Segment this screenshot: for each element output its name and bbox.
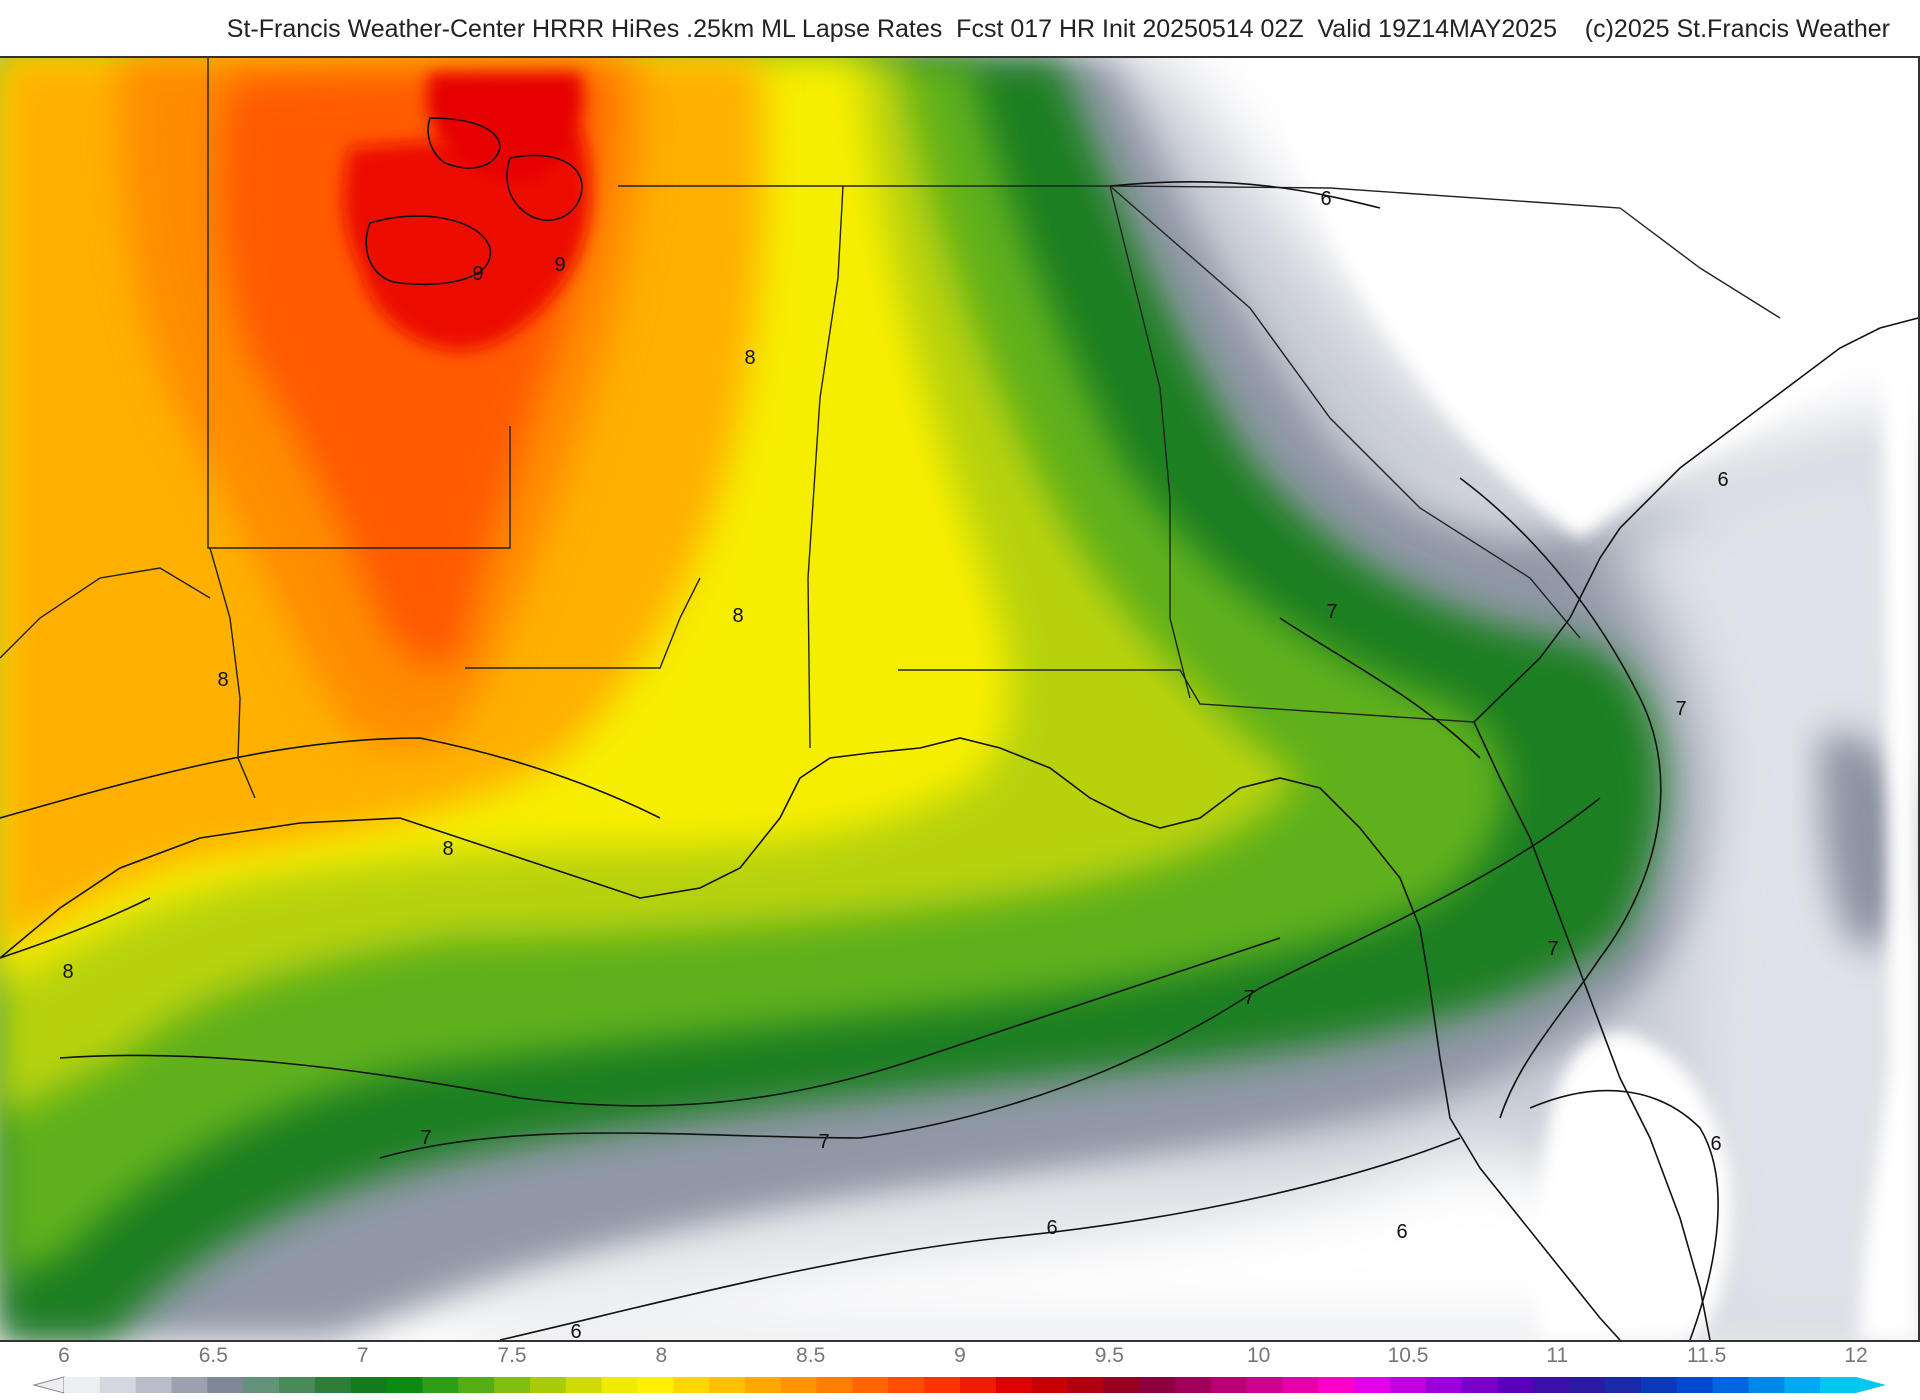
colorbar-swatch xyxy=(99,1377,137,1393)
colorbar-swatch xyxy=(350,1377,388,1393)
colorbar-swatch xyxy=(1031,1377,1069,1393)
colorbar-tick-label: 6.5 xyxy=(198,1344,228,1367)
colorbar-swatch xyxy=(386,1377,423,1393)
contour-lines xyxy=(0,117,1719,1340)
colorbar-swatch xyxy=(995,1377,1033,1393)
colorbar-swatch xyxy=(1318,1377,1355,1393)
contour-label: 8 xyxy=(217,669,228,691)
contour-label: 7 xyxy=(420,1127,431,1149)
colorbar-legend: 6 6.5 7 7.5 8 8.5 9 9.5 10 10.5 11 11.5 12 xyxy=(0,1342,1920,1400)
colorbar-swatch xyxy=(888,1377,925,1393)
colorbar-swatch xyxy=(1175,1377,1212,1393)
colorbar-swatch xyxy=(458,1377,495,1393)
coastline xyxy=(0,317,1918,1340)
contour-label: 6 xyxy=(1046,1217,1057,1239)
contour-label: 7 xyxy=(818,1131,829,1153)
colorbar-swatch xyxy=(1569,1377,1606,1393)
colorbar-swatch xyxy=(1605,1377,1642,1393)
colorbar-swatch xyxy=(744,1377,782,1393)
colorbar-swatch xyxy=(601,1377,639,1393)
colorbar-swatch xyxy=(64,1377,101,1393)
colorbar-tick-label: 9 xyxy=(954,1344,966,1367)
colorbar-swatch xyxy=(279,1377,316,1393)
colorbar-swatch xyxy=(852,1377,889,1393)
contour-label: 7 xyxy=(1326,601,1337,623)
colorbar-swatch xyxy=(1784,1377,1821,1393)
colorbar-swatch xyxy=(1533,1377,1570,1393)
contour-label: 6 xyxy=(1396,1221,1407,1243)
colorbar-swatch xyxy=(314,1377,352,1393)
colorbar-swatch xyxy=(422,1377,459,1393)
contour-label: 8 xyxy=(732,605,743,627)
colorbar-swatch xyxy=(1210,1377,1248,1393)
colorbar-tick-label: 7.5 xyxy=(497,1344,527,1367)
colorbar-swatch xyxy=(1067,1377,1104,1393)
colorbar-swatch xyxy=(709,1377,746,1393)
colorbar-swatch xyxy=(1748,1377,1785,1393)
contour-label-group: 9 9 8 8 8 8 8 7 7 7 7 7 7 6 6 6 6 6 6 xyxy=(62,188,1728,1340)
colorbar-tick-label: 8 xyxy=(655,1344,668,1367)
colorbar-swatch xyxy=(1354,1377,1391,1393)
colorbar-max-arrow xyxy=(1856,1377,1886,1393)
contour-label: 6 xyxy=(570,1321,581,1340)
colorbar-swatch xyxy=(494,1377,531,1393)
colorbar-swatch xyxy=(1640,1377,1678,1393)
colorbar-swatch xyxy=(1425,1377,1463,1393)
lapse-rate-map: 9 9 8 8 8 8 8 7 7 7 7 7 7 6 6 6 6 6 6 xyxy=(0,56,1920,1342)
colorbar-swatch xyxy=(637,1377,674,1393)
colorbar-swatch xyxy=(1820,1377,1857,1393)
colorbar-swatch xyxy=(1712,1377,1750,1393)
colorbar-swatch xyxy=(924,1377,961,1393)
shading-layers xyxy=(0,58,1918,1340)
contour-label: 9 xyxy=(472,263,483,285)
colorbar-swatch xyxy=(135,1377,173,1393)
colorbar-tick-label: 9.5 xyxy=(1094,1344,1124,1367)
colorbar-swatch xyxy=(1390,1377,1427,1393)
state-boundaries xyxy=(0,58,1781,799)
colorbar-tick-label: 11.5 xyxy=(1686,1344,1727,1367)
contour-label: 6 xyxy=(1717,469,1728,491)
colorbar-tick-label: 10.5 xyxy=(1387,1344,1429,1367)
contour-label: 8 xyxy=(744,347,755,369)
colorbar-tick-label: 8.5 xyxy=(796,1344,826,1367)
colorbar-swatch xyxy=(1139,1377,1176,1393)
lapse-rate-field: 9 9 8 8 8 8 8 7 7 7 7 7 7 6 6 6 6 6 6 xyxy=(0,58,1918,1340)
colorbar-swatch xyxy=(243,1377,280,1393)
colorbar-swatch xyxy=(1282,1377,1319,1393)
colorbar-min-arrow xyxy=(32,1376,65,1394)
colorbar-swatch xyxy=(673,1377,710,1393)
colorbar-swatch xyxy=(1246,1377,1284,1393)
map-title: St-Francis Weather-Center HRRR HiRes .25… xyxy=(226,14,1890,43)
colorbar-swatch xyxy=(1497,1377,1535,1393)
contour-label: 6 xyxy=(1710,1133,1721,1155)
colorbar-tick-label: 12 xyxy=(1844,1344,1868,1367)
colorbar-swatch xyxy=(529,1377,567,1393)
contour-label: 7 xyxy=(1243,987,1254,1009)
colorbar-tick-label: 6 xyxy=(58,1344,70,1367)
colorbar-swatch xyxy=(1103,1377,1140,1393)
colorbar-swatch xyxy=(1461,1377,1499,1393)
colorbar-swatches xyxy=(32,1376,1886,1394)
colorbar-swatch xyxy=(816,1377,854,1393)
colorbar-swatch xyxy=(207,1377,244,1393)
colorbar-tick-label: 7 xyxy=(356,1344,369,1367)
colorbar-tick-label: 11 xyxy=(1546,1344,1569,1367)
colorbar-swatch xyxy=(960,1377,997,1393)
colorbar-swatch xyxy=(171,1377,208,1393)
colorbar-swatch xyxy=(1676,1377,1714,1393)
contour-label: 7 xyxy=(1547,938,1558,960)
colorbar-swatch xyxy=(780,1377,818,1393)
colorbar-tick-label: 10 xyxy=(1246,1344,1271,1367)
colorbar-swatch xyxy=(565,1377,603,1393)
contour-label: 8 xyxy=(62,961,73,983)
contour-label: 7 xyxy=(1675,698,1686,720)
contour-label: 6 xyxy=(1320,188,1331,210)
contour-label: 8 xyxy=(442,838,453,860)
contour-label: 9 xyxy=(554,254,565,276)
